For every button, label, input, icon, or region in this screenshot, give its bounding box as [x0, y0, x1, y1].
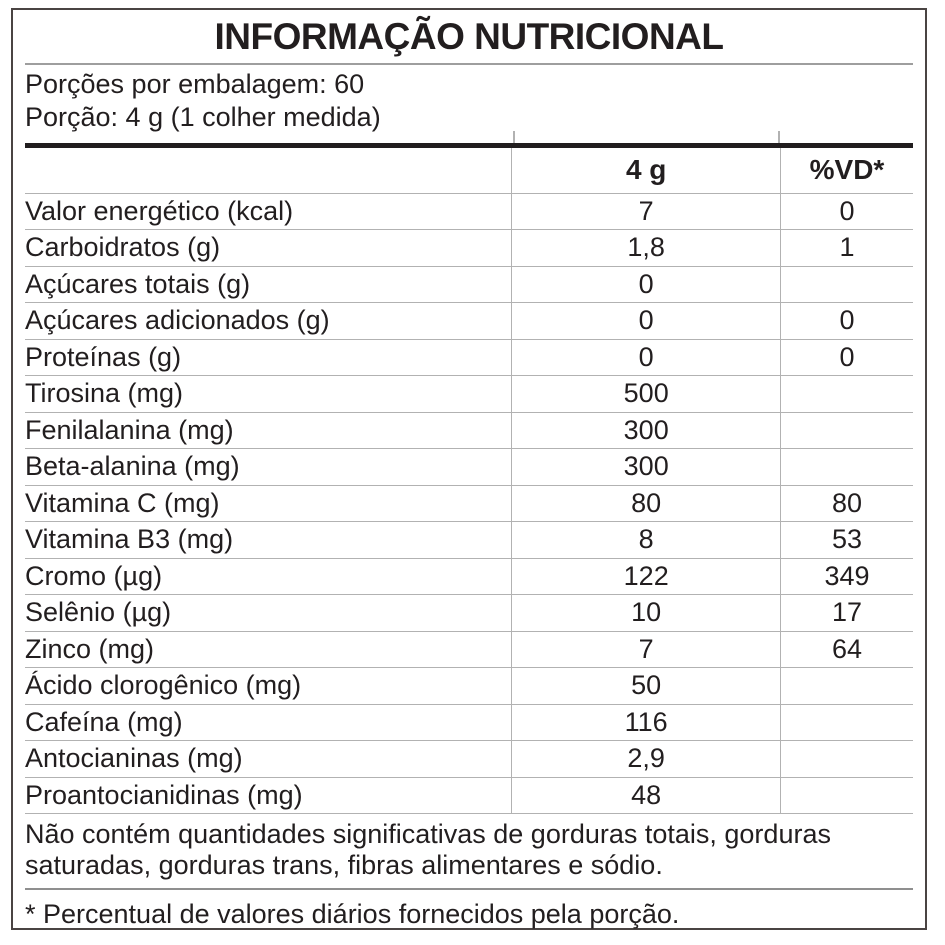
- nutrient-daily-value: 0: [779, 192, 913, 230]
- col-header-nutrient: [25, 145, 512, 193]
- nutrient-name: Cromo (µg): [25, 557, 512, 595]
- footnote-divider: [25, 888, 913, 891]
- no-significant-amounts-note: Não contém quantidades significativas de…: [25, 813, 913, 888]
- nutrient-amount: 48: [511, 776, 781, 814]
- nutrient-daily-value: [779, 703, 913, 741]
- nutrient-daily-value: [779, 740, 913, 778]
- nutrient-name: Cafeína (mg): [25, 703, 512, 741]
- nutrient-name: Carboidratos (g): [25, 229, 512, 267]
- nutrient-daily-value: [779, 375, 913, 413]
- col-header-amount: 4 g: [511, 145, 781, 194]
- nutrient-daily-value: 0: [779, 338, 913, 376]
- daily-values-footnote: * Percentual de valores diários fornecid…: [25, 899, 680, 930]
- title-divider: [25, 62, 913, 65]
- nutrient-name: Ácido clorogênico (mg): [25, 667, 512, 705]
- serving-info: Porções por embalagem: 60 Porção: 4 g (1…: [25, 65, 913, 143]
- table-row: Selênio (µg) 10 17: [25, 594, 913, 632]
- nutrient-name: Antocianinas (mg): [25, 740, 512, 778]
- nutrient-name: Tirosina (mg): [25, 375, 512, 413]
- nutrient-name: Beta-alanina (mg): [25, 448, 512, 486]
- table-row: Cromo (µg) 122 349: [25, 557, 913, 595]
- nutrient-amount: 80: [511, 484, 781, 522]
- col-header-daily-value: %VD*: [779, 145, 913, 194]
- nutrient-amount: 1,8: [511, 229, 781, 267]
- nutrient-name: Proteínas (g): [25, 338, 512, 376]
- nutrient-daily-value: 0: [779, 302, 913, 340]
- nutrient-daily-value: 80: [779, 484, 913, 522]
- nutrition-table-head: 4 g %VD*: [25, 145, 913, 194]
- nutrient-name: Vitamina C (mg): [25, 484, 512, 522]
- nutrient-amount: 10: [511, 594, 781, 632]
- nutrient-amount: 500: [511, 375, 781, 413]
- table-row: Vitamina C (mg) 80 80: [25, 484, 913, 522]
- nutrient-daily-value: [779, 667, 913, 705]
- servings-per-package: Porções por embalagem: 60: [25, 68, 365, 99]
- nutrient-name: Vitamina B3 (mg): [25, 521, 512, 559]
- nutrient-amount: 300: [511, 411, 781, 449]
- table-row: Antocianinas (mg) 2,9: [25, 740, 913, 778]
- nutrient-daily-value: 349: [779, 557, 913, 595]
- nutrient-amount: 7: [511, 192, 781, 230]
- nutrition-table: 4 g %VD* Valor energético (kcal) 7 0 Carboi…: [25, 143, 913, 814]
- table-row: Proantocianidinas (mg) 48: [25, 776, 913, 814]
- nutrient-amount: 50: [511, 667, 781, 705]
- nutrient-table-body: Valor energético (kcal) 7 0 Carboidratos (g…: [25, 192, 913, 814]
- nutrient-amount: 7: [511, 630, 781, 668]
- column-border-stub: [778, 130, 781, 143]
- nutrient-name: Açúcares adicionados (g): [25, 302, 512, 340]
- nutrient-daily-value: [779, 411, 913, 449]
- table-row: Tirosina (mg) 500: [25, 375, 913, 413]
- nutrient-name: Zinco (mg): [25, 630, 512, 668]
- table-row: Açúcares totais (g) 0: [25, 265, 913, 303]
- table-row: Zinco (mg) 7 64: [25, 630, 913, 668]
- nutrient-daily-value: 64: [779, 630, 913, 668]
- nutrient-amount: 300: [511, 448, 781, 486]
- nutrient-amount: 8: [511, 521, 781, 559]
- column-border-stub: [512, 130, 515, 143]
- nutrient-amount: 116: [511, 703, 781, 741]
- nutrient-name: Açúcares totais (g): [25, 265, 512, 303]
- table-row: Cafeína (mg) 116: [25, 703, 913, 741]
- header-row: 4 g %VD*: [25, 145, 913, 194]
- nutrient-amount: 0: [511, 338, 781, 376]
- table-row: Fenilalanina (mg) 300: [25, 411, 913, 449]
- nutrient-amount: 0: [511, 265, 781, 303]
- table-row: Vitamina B3 (mg) 8 53: [25, 521, 913, 559]
- table-row: Valor energético (kcal) 7 0: [25, 192, 913, 230]
- nutrition-label: INFORMAÇÃO NUTRICIONAL Porções por embal…: [11, 8, 927, 930]
- table-row: Ácido clorogênico (mg) 50: [25, 667, 913, 705]
- nutrient-name: Selênio (µg): [25, 594, 512, 632]
- nutrient-daily-value: [779, 776, 913, 814]
- nutrient-daily-value: 53: [779, 521, 913, 559]
- table-row: Açúcares adicionados (g) 0 0: [25, 302, 913, 340]
- nutrient-amount: 0: [511, 302, 781, 340]
- serving-size: Porção: 4 g (1 colher medida): [25, 101, 381, 132]
- nutrient-amount: 2,9: [511, 740, 781, 778]
- nutrient-daily-value: 1: [779, 229, 913, 267]
- nutrient-name: Proantocianidinas (mg): [25, 776, 512, 814]
- table-row: Proteínas (g) 0 0: [25, 338, 913, 376]
- nutrient-daily-value: 17: [779, 594, 913, 632]
- nutrient-daily-value: [779, 265, 913, 303]
- page-title: INFORMAÇÃO NUTRICIONAL: [214, 16, 724, 57]
- nutrient-amount: 122: [511, 557, 781, 595]
- table-row: Carboidratos (g) 1,8 1: [25, 229, 913, 267]
- table-row: Beta-alanina (mg) 300: [25, 448, 913, 486]
- nutrient-name: Valor energético (kcal): [25, 192, 512, 230]
- nutrient-name: Fenilalanina (mg): [25, 411, 512, 449]
- nutrient-daily-value: [779, 448, 913, 486]
